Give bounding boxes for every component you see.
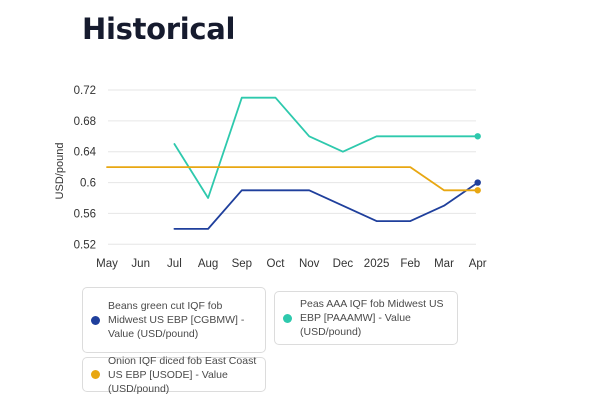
x-tick-label: Oct bbox=[267, 258, 286, 270]
y-tick-label: 0.6 bbox=[80, 178, 96, 190]
legend-label-peas: Peas AAA IQF fob Midwest US EBP [PAAAMW]… bbox=[300, 298, 444, 338]
page-title: Historical bbox=[82, 12, 236, 46]
x-tick-label: Dec bbox=[333, 258, 354, 270]
beans-series-swatch bbox=[91, 315, 100, 325]
y-tick-label: 0.64 bbox=[74, 147, 97, 159]
x-tick-label: 2025 bbox=[364, 258, 390, 270]
legend-item-beans[interactable]: Beans green cut IQF fob Midwest US EBP [… bbox=[82, 287, 266, 353]
legend-label-beans: Beans green cut IQF fob Midwest US EBP [… bbox=[108, 300, 245, 340]
peas-series-end-point bbox=[474, 133, 481, 140]
y-tick-label: 0.68 bbox=[74, 116, 96, 128]
onion-series-swatch bbox=[91, 370, 100, 379]
y-axis-label: USD/pound bbox=[54, 143, 66, 200]
x-tick-label: Nov bbox=[299, 258, 320, 270]
legend-label-onion: Onion IQF diced fob East Coast US EBP [U… bbox=[108, 354, 257, 395]
peas-series-swatch bbox=[283, 313, 292, 323]
peas-series-line bbox=[173, 96, 479, 199]
x-tick-label: Jun bbox=[131, 258, 150, 270]
x-tick-label: May bbox=[96, 258, 118, 270]
x-tick-label: Jul bbox=[167, 258, 182, 270]
line-chart: 0.72 0.68 0.64 0.6 0.56 0.52 USD/pound May Jun Ju… bbox=[54, 85, 487, 270]
x-tick-label: Sep bbox=[232, 258, 252, 270]
x-tick-label: Aug bbox=[198, 258, 218, 270]
x-tick-label: Apr bbox=[469, 258, 487, 270]
beans-series-end-point bbox=[474, 179, 481, 186]
beans-series-line bbox=[173, 181, 479, 230]
legend-item-onion[interactable]: Onion IQF diced fob East Coast US EBP [U… bbox=[82, 355, 266, 395]
x-tick-label: Feb bbox=[400, 258, 420, 270]
y-tick-label: 0.72 bbox=[74, 85, 96, 97]
legend-item-peas[interactable]: Peas AAA IQF fob Midwest US EBP [PAAAMW]… bbox=[274, 291, 458, 345]
onion-series-end-point bbox=[474, 187, 481, 194]
x-tick-label: Mar bbox=[434, 258, 454, 270]
y-tick-label: 0.52 bbox=[74, 239, 96, 251]
y-tick-label: 0.56 bbox=[74, 208, 96, 220]
onion-series-line bbox=[106, 166, 479, 192]
